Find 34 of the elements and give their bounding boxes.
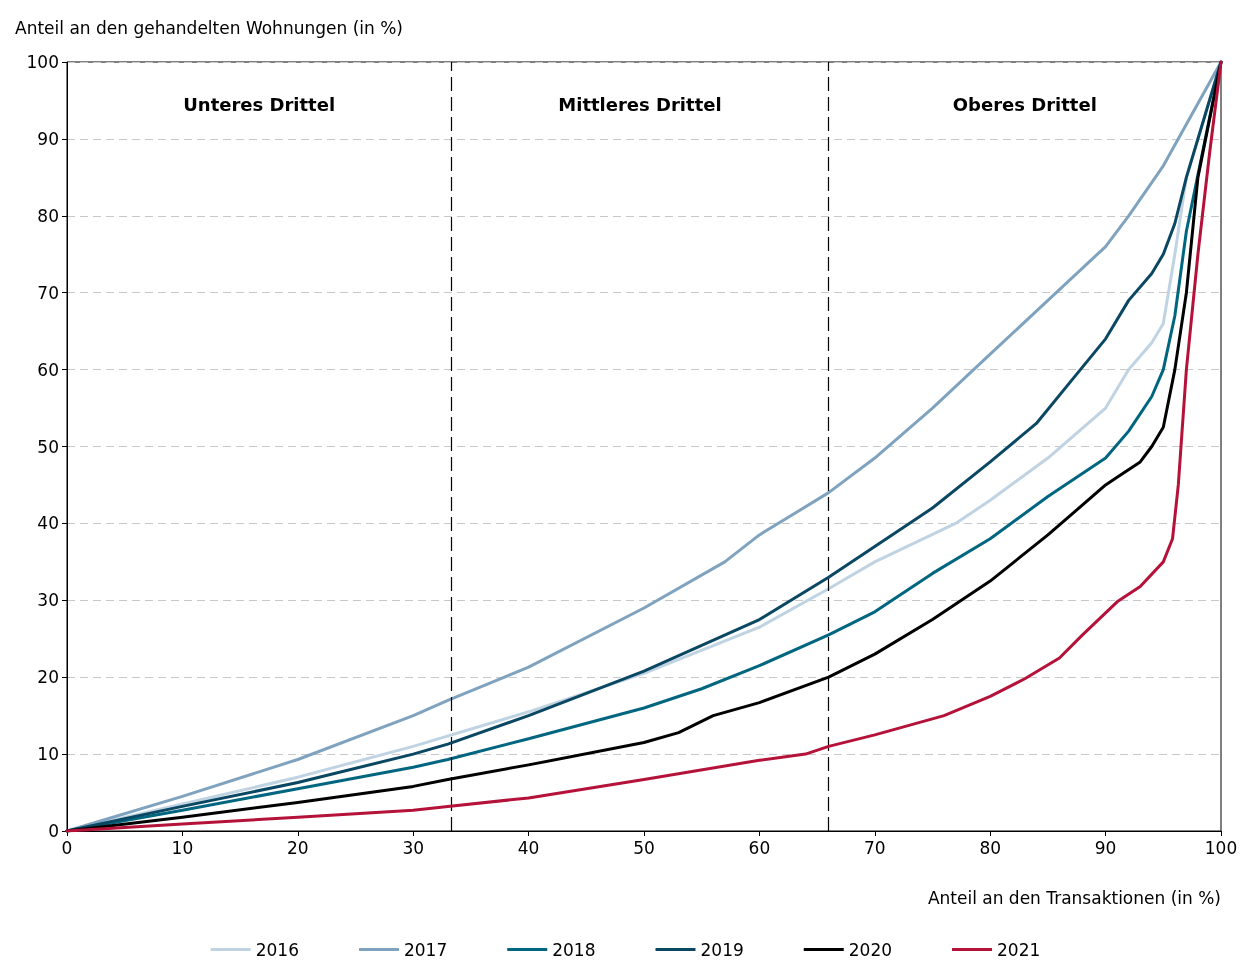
x-tick-label: 70 — [863, 837, 886, 858]
annotation: Unteres Drittel — [183, 93, 336, 115]
x-tick-label: 90 — [1094, 837, 1117, 858]
x-tick-label: 100 — [1204, 837, 1238, 858]
x-axis-title: Anteil an den Transaktionen (in %) — [927, 887, 1221, 908]
legend-label: 2018 — [552, 939, 596, 960]
y-tick-label: 60 — [37, 359, 59, 380]
y-tick-label: 100 — [26, 52, 59, 72]
annotation: Oberes Drittel — [952, 93, 1097, 115]
legend-label: 2016 — [255, 939, 299, 960]
x-tick-label: 80 — [979, 837, 1002, 858]
y-tick-label: 30 — [37, 590, 59, 611]
y-tick-label: 40 — [37, 513, 59, 534]
legend-label: 2020 — [848, 939, 893, 960]
x-tick-label: 10 — [171, 837, 194, 858]
y-tick-label: 20 — [37, 667, 59, 688]
y-axis-title: Anteil an den gehandelten Wohnungen (in %) — [15, 17, 403, 38]
x-tick-label: 20 — [286, 837, 309, 858]
line-series — [65, 60, 1223, 833]
y-tick-label: 10 — [37, 744, 59, 765]
x-tick-label: 50 — [633, 837, 655, 858]
annotation: Mittleres Drittel — [558, 93, 722, 115]
y-tick-label: 80 — [37, 205, 59, 226]
x-tick-label: 40 — [517, 837, 540, 858]
legend-label: 2021 — [997, 939, 1041, 960]
y-tick-label: 70 — [37, 282, 59, 303]
legend-label: 2019 — [700, 939, 744, 960]
y-tick-label: 90 — [37, 128, 59, 149]
legend-label: 2017 — [403, 939, 448, 960]
y-tick-label: 50 — [37, 436, 59, 457]
x-tick-label: 30 — [402, 837, 425, 858]
x-tick-label: 0 — [61, 837, 73, 858]
x-tick-label: 60 — [748, 837, 771, 858]
y-tick-label: 0 — [48, 821, 59, 841]
